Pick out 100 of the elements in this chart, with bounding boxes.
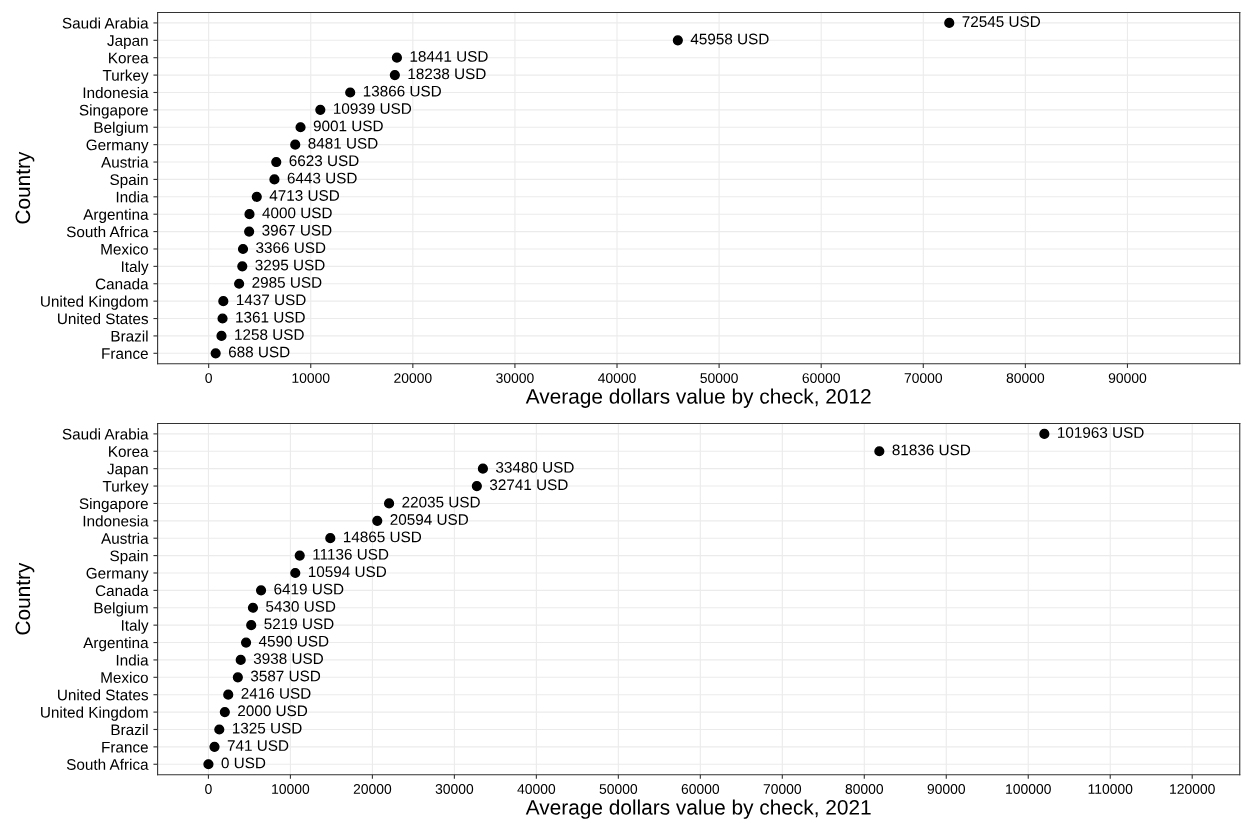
point bbox=[246, 620, 257, 631]
y-tick-label: Korea bbox=[109, 52, 149, 64]
data-label: 4713 USD bbox=[269, 190, 340, 201]
y-tick-label: Canada bbox=[95, 278, 149, 290]
point bbox=[235, 654, 246, 666]
point bbox=[218, 296, 229, 307]
data-label: 13866 USD bbox=[363, 85, 441, 97]
y-tick-label: India bbox=[116, 654, 149, 666]
data-label: 2985 USD bbox=[252, 277, 322, 288]
data-label: 22035 USD bbox=[402, 496, 480, 508]
y-tick-label: Singapore bbox=[79, 104, 148, 119]
data-label: 3587 USD bbox=[250, 670, 321, 682]
x-tick-label: 70000 bbox=[763, 784, 802, 794]
data-label: 8481 USD bbox=[308, 137, 378, 149]
x-tick-label: 80000 bbox=[1006, 373, 1045, 383]
y-tick-label: Belgium bbox=[94, 602, 148, 617]
data-label: 10939 USD bbox=[333, 103, 412, 114]
y-tick-label: South Africa bbox=[66, 226, 149, 238]
x-tick-label: 50000 bbox=[599, 784, 638, 794]
point bbox=[216, 330, 227, 342]
point bbox=[237, 243, 249, 255]
y-tick-label: Saudi Arabia bbox=[62, 17, 149, 29]
x-tick-label: 70000 bbox=[904, 373, 943, 383]
point bbox=[874, 446, 885, 457]
data-label: 6623 USD bbox=[289, 155, 359, 167]
point bbox=[295, 122, 306, 133]
point bbox=[223, 689, 234, 700]
data-label: 18238 USD bbox=[408, 68, 486, 80]
data-label: 14865 USD bbox=[343, 531, 422, 543]
point bbox=[345, 87, 356, 98]
point bbox=[237, 261, 248, 272]
x-tick-label: 0 bbox=[205, 784, 212, 794]
x-tick-label: 10000 bbox=[272, 784, 310, 794]
point bbox=[247, 602, 259, 613]
point bbox=[269, 174, 280, 185]
point bbox=[240, 637, 252, 648]
data-label: 18441 USD bbox=[410, 50, 488, 62]
data-label: 101963 USD bbox=[1058, 427, 1144, 438]
point bbox=[315, 104, 326, 115]
x-tick-label: 20000 bbox=[353, 784, 392, 794]
data-label: 5430 USD bbox=[266, 601, 336, 612]
data-label: 6419 USD bbox=[274, 583, 344, 595]
point bbox=[255, 585, 267, 596]
point bbox=[214, 724, 225, 735]
x-tick-label: 120000 bbox=[1170, 784, 1215, 794]
data-label: 1437 USD bbox=[236, 294, 306, 306]
x-axis-title: Average dollars value by check, 2012 bbox=[525, 388, 871, 408]
point bbox=[290, 567, 301, 579]
x-tick-label: 40000 bbox=[517, 784, 556, 794]
point bbox=[383, 498, 395, 509]
y-tick-label: Mexico bbox=[101, 243, 148, 255]
y-tick-label: Indonesia bbox=[83, 86, 149, 99]
y-tick-label: Austria bbox=[101, 532, 149, 544]
x-tick-label: 50000 bbox=[700, 373, 738, 383]
y-tick-label: Germany bbox=[86, 139, 149, 154]
point bbox=[217, 313, 228, 324]
x-tick-label: 110000 bbox=[1088, 784, 1133, 794]
data-label: 5219 USD bbox=[264, 618, 334, 630]
data-label: 2416 USD bbox=[241, 687, 311, 699]
point bbox=[203, 759, 214, 770]
y-tick-label: Turkey bbox=[102, 69, 149, 84]
point bbox=[209, 741, 220, 752]
point bbox=[391, 52, 403, 63]
y-tick-label: Turkey bbox=[102, 480, 149, 495]
data-label: 1361 USD bbox=[236, 311, 305, 323]
y-axis-title: Country bbox=[15, 562, 35, 635]
data-label: 4000 USD bbox=[262, 207, 332, 219]
point bbox=[232, 672, 243, 683]
data-label: 20594 USD bbox=[390, 514, 469, 525]
data-label: 33480 USD bbox=[495, 461, 574, 473]
y-tick-label: United States bbox=[58, 689, 149, 701]
y-tick-label: United Kingdom bbox=[41, 706, 148, 721]
point bbox=[672, 35, 683, 46]
data-label: 81836 USD bbox=[892, 444, 971, 456]
x-tick-label: 60000 bbox=[681, 784, 720, 794]
y-tick-label: Belgium bbox=[94, 121, 148, 136]
y-tick-label: Italy bbox=[121, 260, 149, 276]
data-label: 2000 USD bbox=[238, 705, 308, 717]
x-tick-label: 60000 bbox=[802, 373, 840, 383]
x-tick-label: 30000 bbox=[435, 784, 474, 794]
y-tick-label: Mexico bbox=[101, 671, 148, 683]
y-tick-label: Saudi Arabia bbox=[62, 428, 149, 440]
x-tick-label: 40000 bbox=[598, 373, 636, 383]
x-tick-label: 100000 bbox=[1006, 784, 1051, 794]
point bbox=[325, 533, 336, 544]
y-tick-label: United States bbox=[58, 312, 149, 325]
data-label: 6443 USD bbox=[287, 172, 357, 184]
data-label: 10594 USD bbox=[308, 566, 387, 578]
point bbox=[389, 70, 400, 81]
point bbox=[244, 209, 255, 220]
y-tick-label: Japan bbox=[107, 35, 148, 50]
x-tick-label: 30000 bbox=[496, 373, 534, 383]
data-label: 3967 USD bbox=[262, 224, 332, 236]
point bbox=[271, 156, 282, 168]
point bbox=[294, 550, 305, 561]
y-tick-label: Korea bbox=[109, 446, 149, 457]
y-tick-label: Brazil bbox=[111, 330, 148, 342]
point bbox=[944, 17, 955, 29]
data-label: 3938 USD bbox=[253, 653, 323, 665]
y-tick-label: Spain bbox=[110, 173, 148, 189]
